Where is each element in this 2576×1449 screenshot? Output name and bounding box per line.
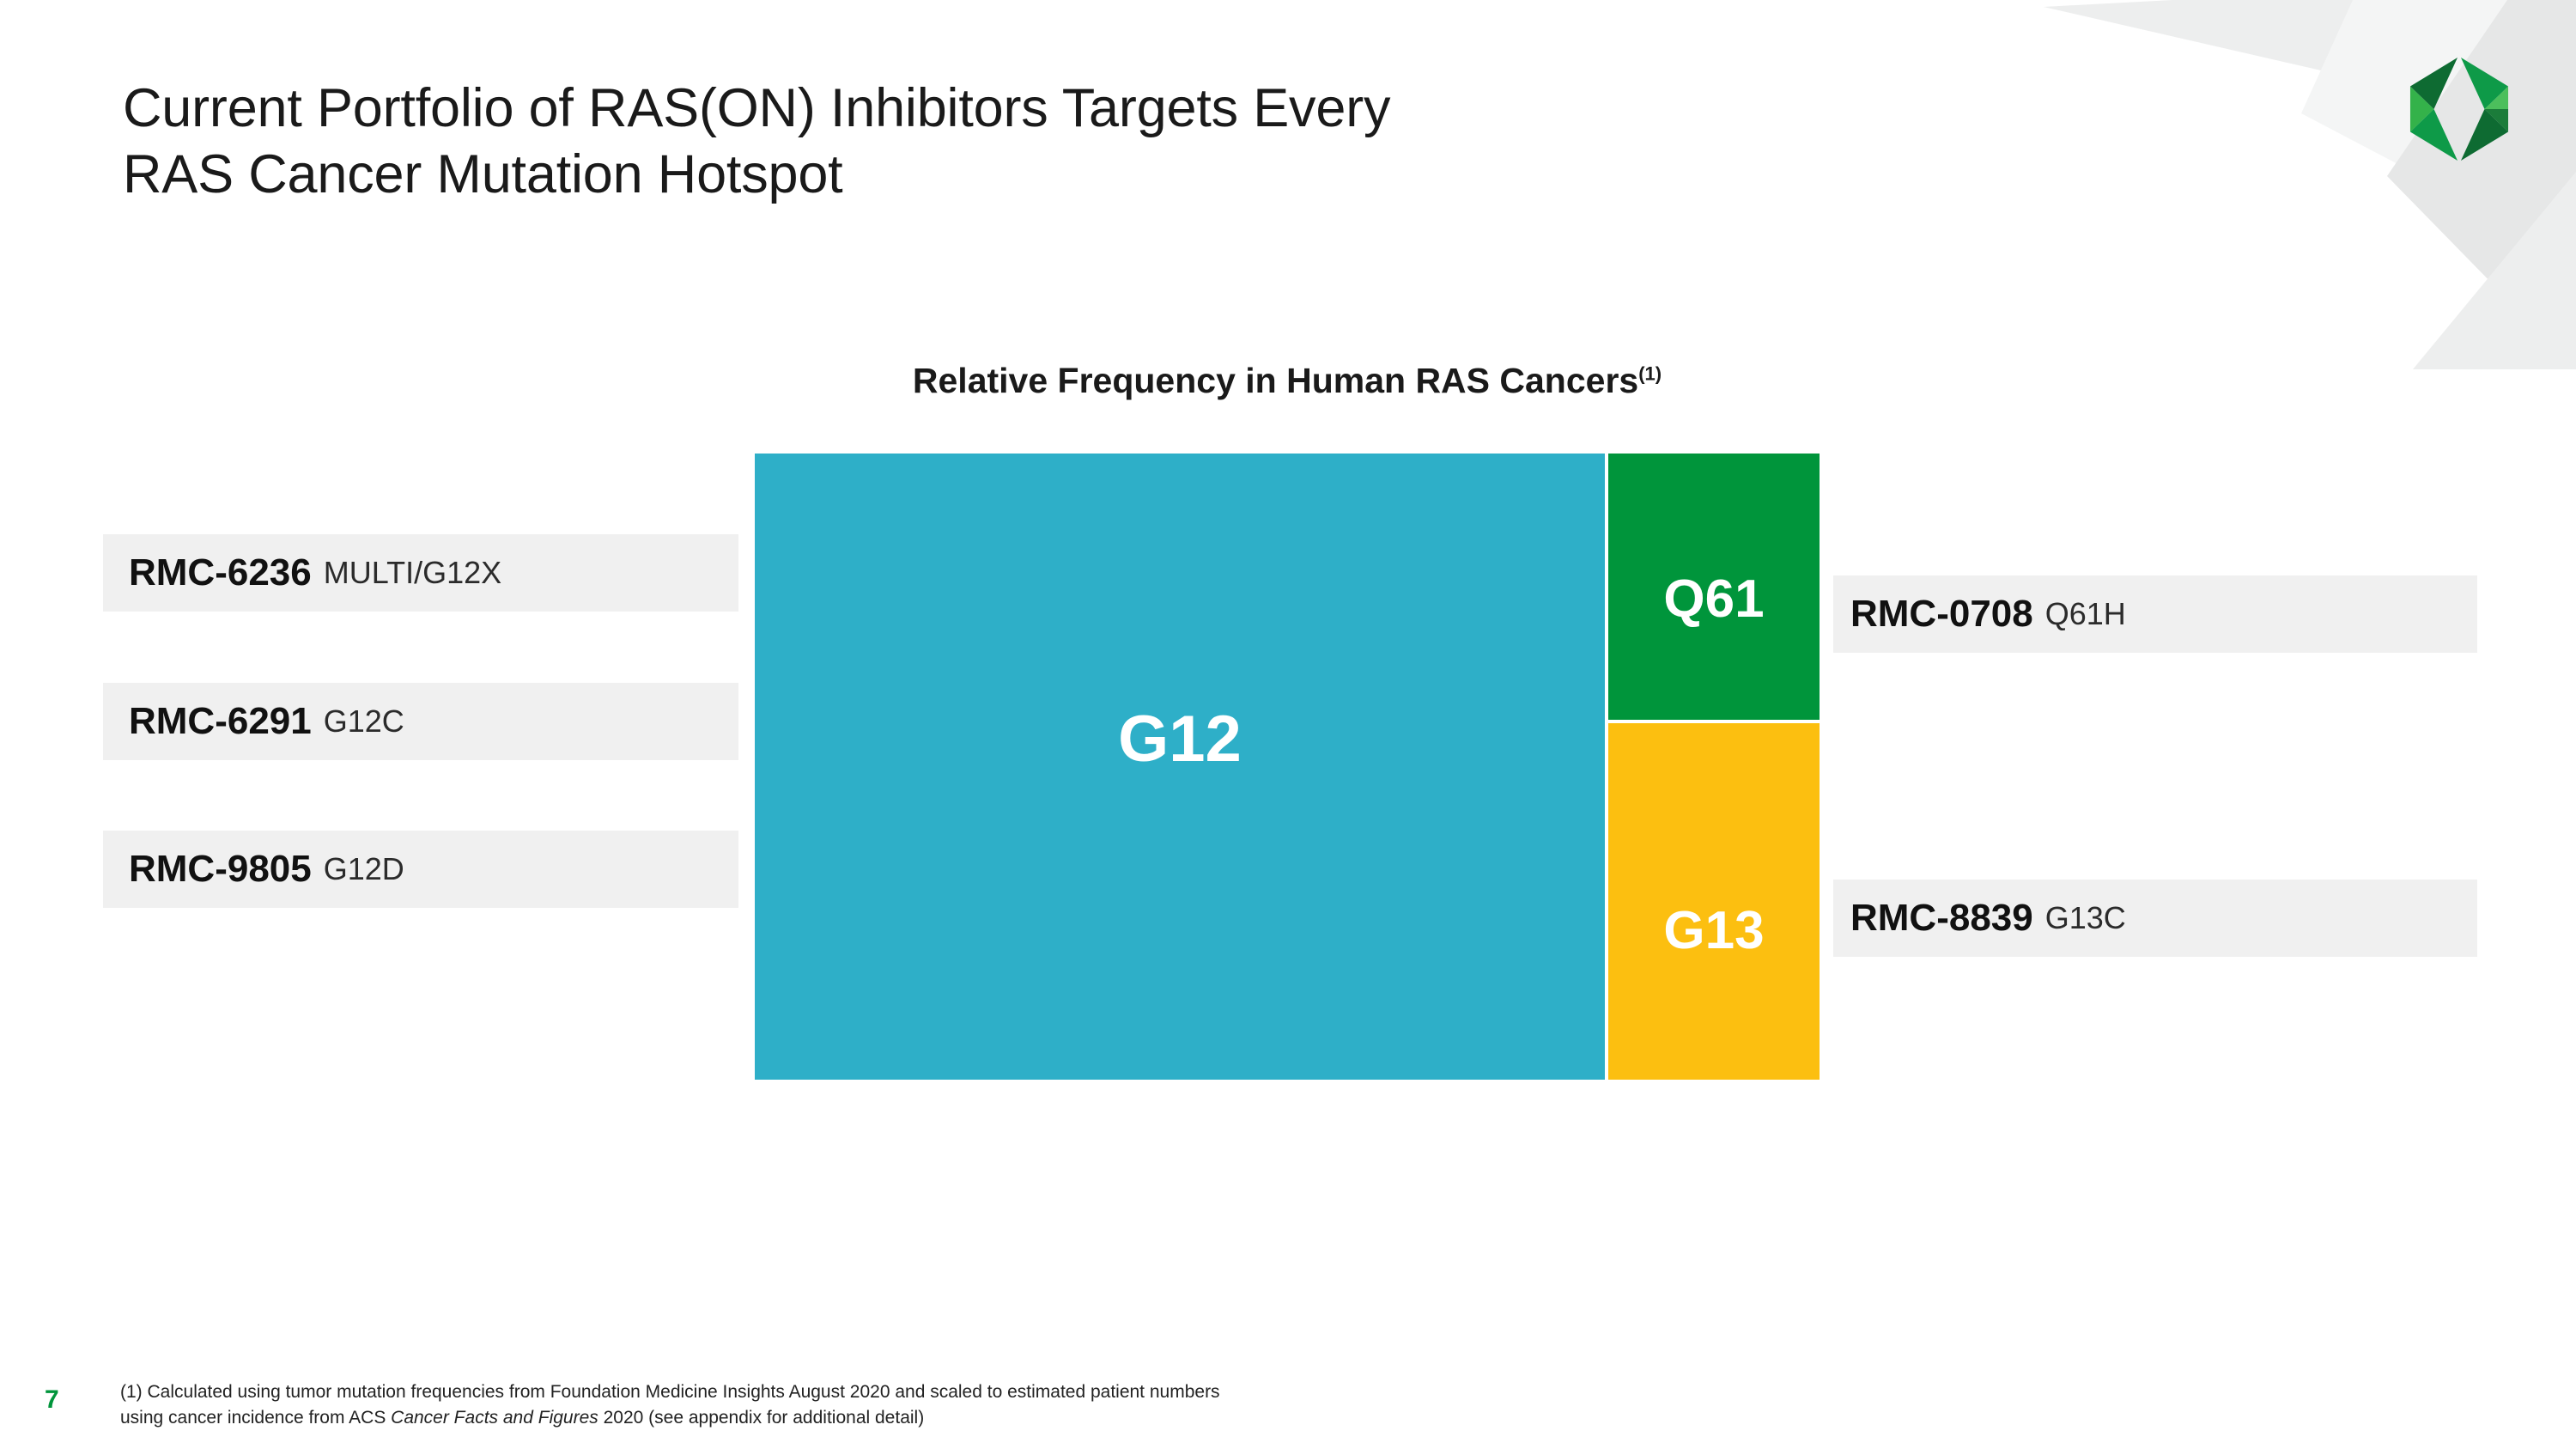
chart-heading-footnote-marker: (1) [1638,362,1662,385]
footnote-line-1: (1) Calculated using tumor mutation freq… [120,1382,1220,1402]
treemap-label-g12: G12 [1118,703,1242,776]
callout-code: RMC-0708 [1850,593,2033,635]
callout-rmc-9805[interactable]: RMC-9805 G12D [103,831,738,908]
callout-mutation: Q61H [2044,596,2126,631]
callout-code: RMC-9805 [129,848,312,890]
footnote-source-title: Cancer Facts and Figures [391,1407,598,1428]
footnote-line-2: using cancer incidence from ACS Cancer F… [120,1405,1580,1431]
callout-mutation: G13C [2044,900,2126,935]
treemap-cell-g12[interactable]: G12 [755,454,1605,1080]
revolution-medicines-gem-logo [2409,58,2509,161]
chart-heading-text: Relative Frequency in Human RAS Cancers [912,361,1639,400]
callout-rmc-6291[interactable]: RMC-6291 G12C [103,683,738,760]
page-title-line-1: Current Portfolio of RAS(ON) Inhibitors … [123,78,1391,139]
page-title-line-2: RAS Cancer Mutation Hotspot [123,144,843,205]
logo-facet-left-upper [2409,58,2458,109]
treemap-cell-q61[interactable]: Q61 [1608,454,1820,720]
treemap-label-q61: Q61 [1663,569,1765,629]
deco-polygon-4 [2413,172,2576,369]
callout-mutation: MULTI/G12X [323,555,502,590]
callout-mutation: G12C [323,703,404,739]
callout-mutation: G12D [323,851,404,886]
footnote-line-2-part-a: using cancer incidence from ACS [120,1407,392,1428]
page-title: Current Portfolio of RAS(ON) Inhibitors … [123,76,2012,208]
callout-code: RMC-6236 [129,551,312,594]
chart-heading: Relative Frequency in Human RAS Cancers(… [755,361,1820,401]
treemap-cell-g13[interactable]: G13 [1608,723,1820,1080]
footnote-line-2-part-b: 2020 (see appendix for additional detail… [598,1407,925,1428]
callout-rmc-8839[interactable]: RMC-8839 G13C [1833,880,2477,957]
logo-facet-right-upper [2460,58,2509,109]
callout-code: RMC-6291 [129,700,312,742]
logo-facet-left-lower [2409,109,2458,161]
page-number: 7 [45,1385,59,1414]
footnote: (1) Calculated using tumor mutation freq… [120,1379,1580,1431]
logo-facet-right-lower [2460,109,2509,161]
callout-rmc-0708[interactable]: RMC-0708 Q61H [1833,575,2477,653]
callout-code: RMC-8839 [1850,897,2033,939]
ras-mutation-treemap: G12 Q61 G13 [755,454,1820,1080]
treemap-label-g13: G13 [1663,901,1765,960]
callout-rmc-6236[interactable]: RMC-6236 MULTI/G12X [103,534,738,612]
